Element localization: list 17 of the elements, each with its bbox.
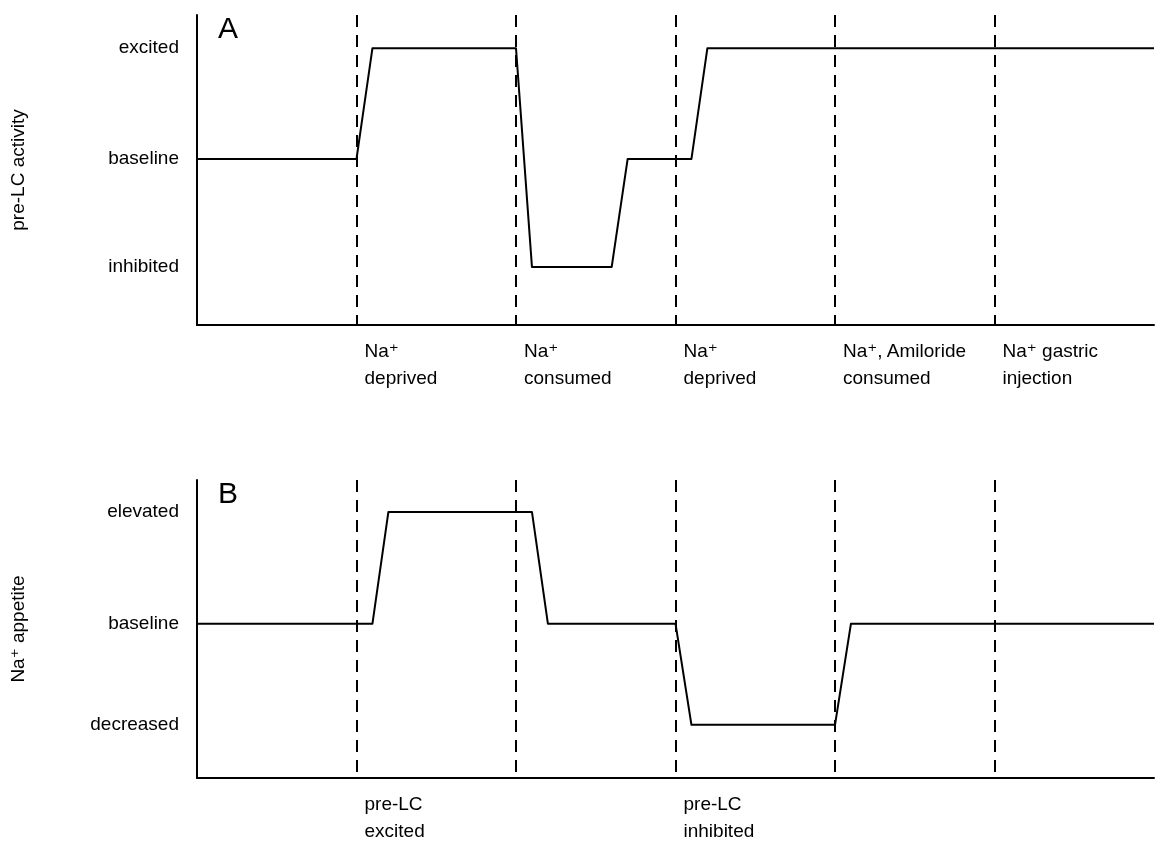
- text: inhibited: [108, 254, 179, 276]
- text: Na⁺ deprived: [683, 340, 757, 388]
- text: Na⁺ deprived: [364, 340, 438, 388]
- text: pre-LC excited: [364, 793, 425, 841]
- text: excited: [118, 36, 179, 58]
- text: elevated: [107, 499, 180, 521]
- text: pre-LC inhibited: [683, 793, 755, 841]
- text: baseline: [108, 146, 179, 168]
- chart-title: A: [218, 10, 239, 44]
- text: Na⁺ consumed: [524, 340, 612, 388]
- y-axis-title: pre-LC activity: [7, 108, 28, 231]
- text: decreased: [90, 712, 180, 734]
- text: Na⁺, Amiloride consumed: [843, 340, 967, 388]
- text: baseline: [108, 611, 179, 633]
- chart-title: B: [218, 475, 239, 509]
- text: Na⁺ gastric injection: [1002, 340, 1099, 388]
- y-axis-title: Na⁺ appetite: [7, 575, 28, 683]
